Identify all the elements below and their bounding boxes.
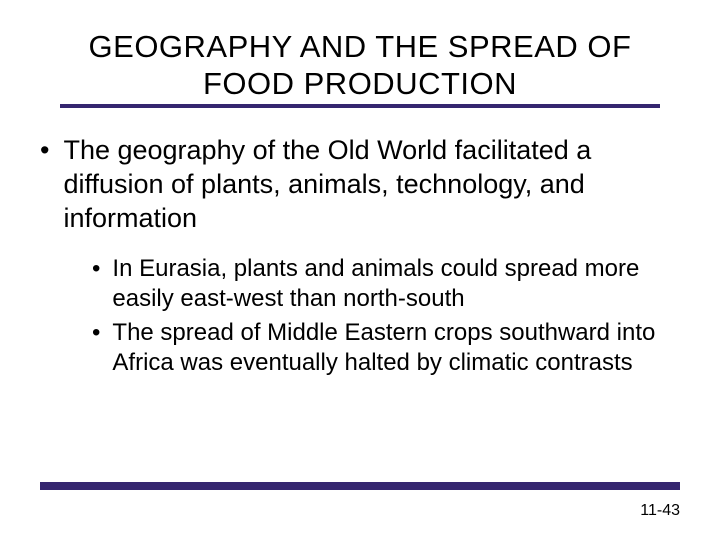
sub-bullet-text: The spread of Middle Eastern crops south…	[112, 318, 680, 378]
sub-bullet-list: • In Eurasia, plants and animals could s…	[40, 254, 680, 378]
bullet-marker: •	[92, 318, 100, 378]
sub-bullet-item: • In Eurasia, plants and animals could s…	[92, 254, 680, 314]
bullet-marker: •	[40, 134, 49, 235]
page-number: 11-43	[640, 502, 680, 520]
footer-divider	[40, 482, 680, 490]
slide-title: GEOGRAPHY AND THE SPREAD OF FOOD PRODUCT…	[60, 28, 660, 108]
main-bullet-item: • The geography of the Old World facilit…	[40, 134, 680, 235]
bullet-marker: •	[92, 254, 100, 314]
sub-bullet-item: • The spread of Middle Eastern crops sou…	[92, 318, 680, 378]
main-bullet-text: The geography of the Old World facilitat…	[63, 134, 680, 235]
content-area: • The geography of the Old World facilit…	[0, 108, 720, 377]
title-container: GEOGRAPHY AND THE SPREAD OF FOOD PRODUCT…	[0, 0, 720, 108]
sub-bullet-text: In Eurasia, plants and animals could spr…	[112, 254, 680, 314]
